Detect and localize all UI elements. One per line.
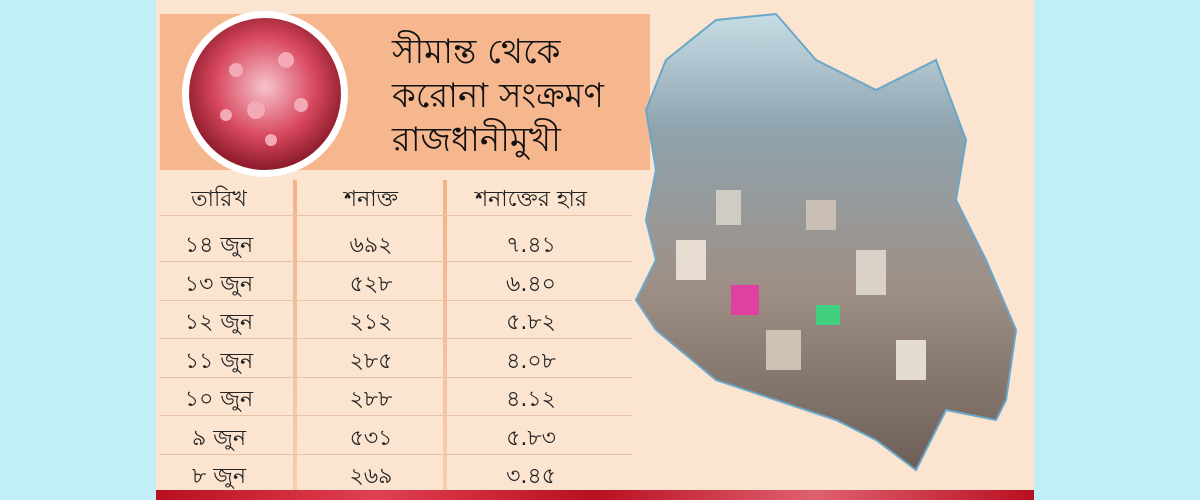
column-header: তারিখ — [191, 187, 247, 212]
table-cell: ১০ জুন — [184, 387, 254, 412]
table-cell: ৬৯২ — [349, 233, 393, 258]
row-line — [160, 338, 632, 339]
virus-image — [189, 18, 341, 170]
table-cell: ২১২ — [349, 310, 393, 335]
virus-spikes — [220, 52, 308, 146]
table-cell: ১৩ জুন — [184, 271, 254, 297]
table-cell: ৫.৮৩ — [506, 425, 556, 451]
table-cell: ৫.৮২ — [506, 310, 556, 335]
row-line — [160, 415, 632, 416]
illustration — [182, 11, 1018, 472]
title: সীমান্ত থেকে করোনা সংক্রমণ রাজধানীমুখী — [392, 30, 604, 162]
table-cell: ১১ জুন — [184, 348, 254, 374]
table-cell: ১৪ জুন — [184, 233, 254, 258]
table-cell: ৫২৮ — [349, 271, 393, 297]
bottom-strip — [156, 490, 1034, 500]
column-header: শনাক্তের হার — [475, 187, 587, 212]
table-cell: ২৮৮ — [349, 387, 393, 412]
column-divider — [293, 180, 297, 490]
row-line — [160, 215, 632, 216]
table-cell: ৩.৪৫ — [506, 464, 556, 489]
panel: সীমান্ত থেকে করোনা সংক্রমণ রাজধানীমুখী — [156, 0, 1034, 500]
title-line: রাজধানীমুখী — [392, 120, 561, 160]
table-cell: ৭.৪১ — [506, 233, 556, 258]
table-cell: ৪.০৮ — [506, 348, 556, 374]
title-line: সীমান্ত থেকে — [392, 32, 561, 72]
column-divider — [443, 180, 447, 490]
row-line — [160, 376, 632, 378]
row-line — [160, 299, 632, 301]
buildings — [676, 190, 926, 380]
table-cell: ১২ জুন — [184, 310, 254, 335]
row-line — [160, 261, 632, 262]
table-cell: ৫৩১ — [349, 425, 393, 451]
table-cell: ৮ জুন — [191, 464, 247, 489]
row-line — [160, 453, 632, 455]
table-cell: ৬.৪০ — [506, 271, 556, 297]
table-cell: ২৬৯ — [349, 464, 393, 489]
table-cell: ৪.১২ — [506, 387, 556, 412]
title-line: করোনা সংক্রমণ — [392, 76, 604, 116]
table-cell: ২৮৫ — [349, 348, 393, 374]
column-header: শনাক্ত — [344, 187, 398, 212]
table-cell: ৯ জুন — [191, 425, 247, 451]
